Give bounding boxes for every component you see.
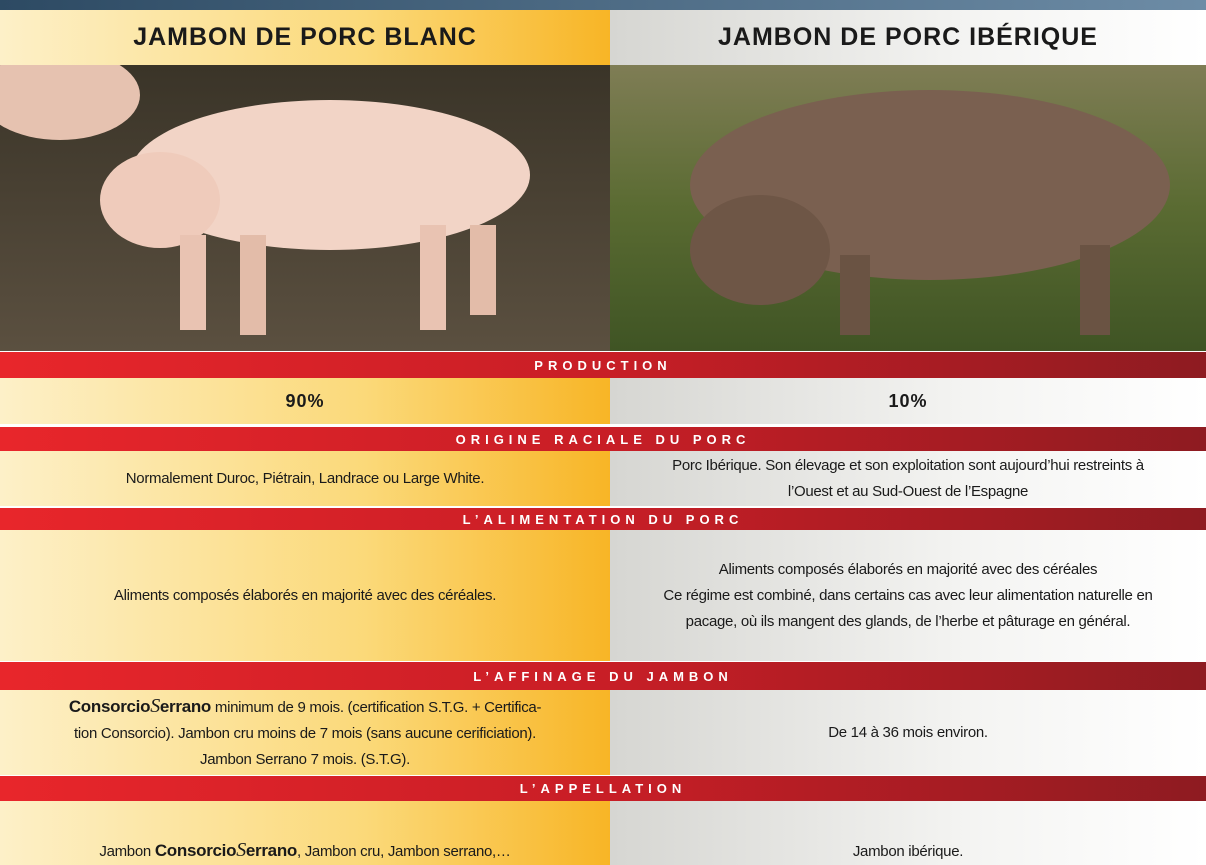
section-title: L’ALIMENTATION DU PORC	[0, 507, 1206, 530]
cell-left: Normalement Duroc, Piétrain, Landrace ou…	[0, 451, 610, 506]
section-title: L’AFFINAGE DU JAMBON	[0, 661, 1206, 690]
text-line: l’Ouest et au Sud-Ouest de l’Espagne	[787, 482, 1029, 500]
cell-right: Jambon ibérique.	[610, 801, 1206, 865]
text: , Jambon cru, Jambon serrano,…	[297, 843, 511, 860]
text-line: Jambon Serrano 7 mois. (S.T.G).	[200, 750, 410, 768]
header-left: JAMBON DE PORC BLANC	[0, 10, 610, 65]
section-title: PRODUCTION	[0, 351, 1206, 378]
text-line: Porc Ibérique. Son élevage et son exploi…	[672, 456, 1144, 474]
text-line: pacage, où ils mangent des glands, de l’…	[685, 612, 1131, 630]
cell-right: 10%	[610, 378, 1206, 424]
text: minimum de 9 mois. (certification S.T.G.…	[211, 698, 542, 716]
cell-right: Aliments composés élaborés en majorité a…	[610, 530, 1206, 661]
section-title: ORIGINE RACIALE DU PORC	[0, 426, 1206, 451]
text-line: 90%	[285, 391, 325, 411]
cell-left: 90%	[0, 378, 610, 424]
section-title: L’APPELLATION	[0, 775, 1206, 801]
text-line: ConsorcioSerrano minimum de 9 mois. (cer…	[68, 693, 542, 721]
text-line: Normalement Duroc, Piétrain, Landrace ou…	[125, 469, 485, 487]
text-line: Aliments composés élaborés en majorité a…	[113, 586, 497, 604]
header-right: JAMBON DE PORC IBÉRIQUE	[610, 10, 1206, 65]
text-line: tion Consorcio). Jambon cru moins de 7 m…	[74, 724, 536, 742]
brand-name: Consorcio	[154, 841, 237, 860]
cell-left: ConsorcioSerrano minimum de 9 mois. (cer…	[0, 690, 610, 775]
top-strip	[0, 0, 1206, 10]
text-line: Jambon ibérique.	[852, 843, 964, 860]
text-line: De 14 à 36 mois environ.	[828, 723, 988, 741]
text: Jambon	[99, 843, 155, 860]
text-line: Jambon ConsorcioSerrano, Jambon cru, Jam…	[99, 837, 511, 865]
cell-right: De 14 à 36 mois environ.	[610, 690, 1206, 775]
cell-left: Jambon ConsorcioSerrano, Jambon cru, Jam…	[0, 801, 610, 865]
cell-left: Aliments composés élaborés en majorité a…	[0, 530, 610, 661]
photos	[0, 65, 1206, 351]
brand-name: Consorcio	[68, 696, 151, 716]
text-line: Aliments composés élaborés en majorité a…	[718, 560, 1098, 578]
cell-right: Porc Ibérique. Son élevage et son exploi…	[610, 451, 1206, 506]
brand-script: Serrano	[150, 694, 212, 717]
brand-script: Serrano	[236, 839, 297, 861]
text-line: Ce régime est combiné, dans certains cas…	[663, 586, 1153, 604]
text-line: 10%	[888, 391, 928, 411]
